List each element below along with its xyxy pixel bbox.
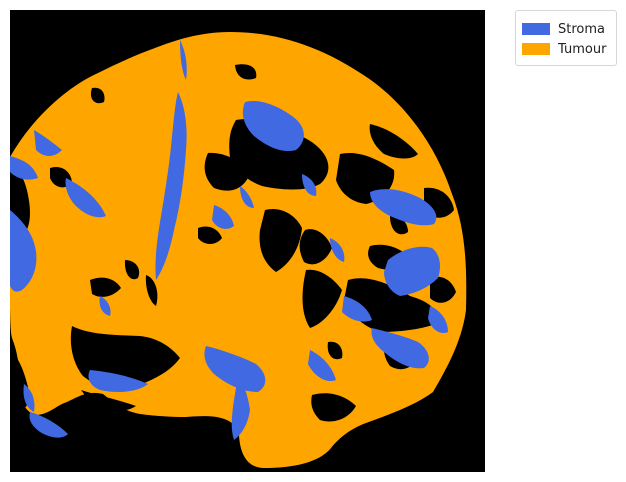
stroma-region bbox=[204, 346, 266, 392]
stroma-region bbox=[88, 370, 148, 392]
legend-label-tumour: Tumour bbox=[558, 41, 607, 57]
stroma-region bbox=[330, 238, 345, 262]
background-region bbox=[198, 226, 222, 244]
stroma-region bbox=[180, 40, 187, 80]
stroma-region bbox=[29, 412, 68, 438]
stroma-region bbox=[242, 100, 304, 152]
stroma-region bbox=[371, 328, 429, 369]
stroma-region bbox=[308, 350, 336, 382]
legend-swatch-tumour bbox=[522, 43, 550, 55]
background-region bbox=[299, 229, 332, 265]
background-region bbox=[204, 152, 250, 191]
stroma-region bbox=[428, 306, 448, 334]
background-region bbox=[369, 124, 418, 159]
segmentation-map bbox=[10, 10, 485, 472]
stroma-region bbox=[23, 384, 35, 412]
segmentation-image bbox=[10, 10, 485, 472]
stroma-region bbox=[302, 174, 317, 196]
stroma-region bbox=[240, 186, 254, 208]
stroma-region bbox=[212, 205, 234, 229]
legend-label-stroma: Stroma bbox=[558, 21, 605, 37]
background-region bbox=[90, 87, 105, 104]
background-region bbox=[311, 393, 356, 422]
background-region bbox=[229, 119, 329, 190]
background-region bbox=[81, 390, 136, 412]
stroma-region bbox=[10, 210, 37, 292]
legend: Stroma Tumour bbox=[515, 10, 617, 66]
background-region bbox=[259, 208, 302, 272]
stroma-region bbox=[342, 296, 372, 322]
stroma-region bbox=[231, 376, 250, 440]
stroma-region bbox=[370, 189, 437, 226]
stroma-region bbox=[34, 130, 62, 156]
background-region bbox=[430, 276, 456, 303]
background-region bbox=[90, 277, 121, 297]
legend-item-stroma: Stroma bbox=[522, 19, 616, 39]
stroma-region bbox=[384, 246, 440, 296]
stroma-region bbox=[65, 178, 106, 218]
background-region bbox=[145, 275, 158, 306]
stroma-region bbox=[99, 296, 111, 316]
stroma-region bbox=[155, 92, 187, 280]
background-region bbox=[302, 269, 342, 328]
background-region bbox=[124, 260, 140, 280]
legend-swatch-stroma bbox=[522, 23, 550, 35]
legend-item-tumour: Tumour bbox=[522, 39, 616, 59]
background-region bbox=[327, 341, 343, 360]
background-region bbox=[235, 64, 257, 80]
stroma-region bbox=[10, 156, 38, 180]
